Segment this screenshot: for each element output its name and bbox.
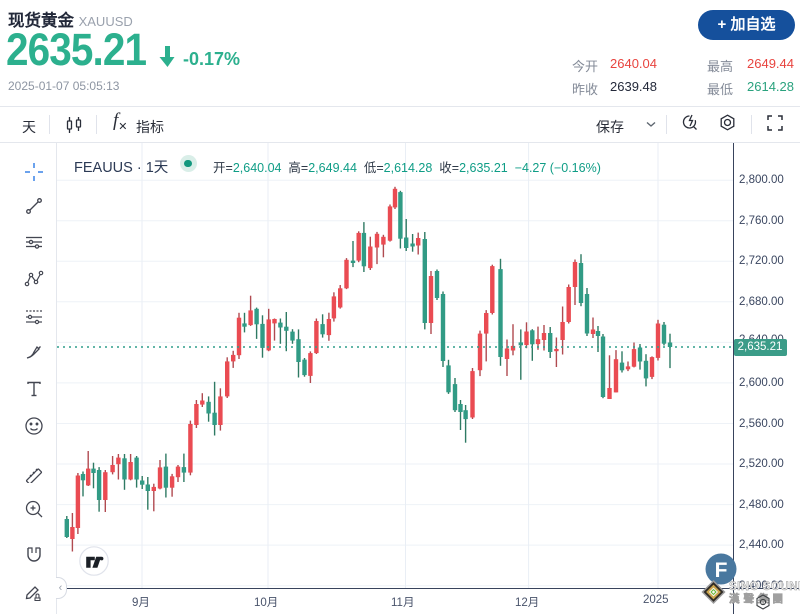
svg-text:SINO SOUND: SINO SOUND <box>729 581 800 593</box>
svg-text:F: F <box>715 559 728 582</box>
